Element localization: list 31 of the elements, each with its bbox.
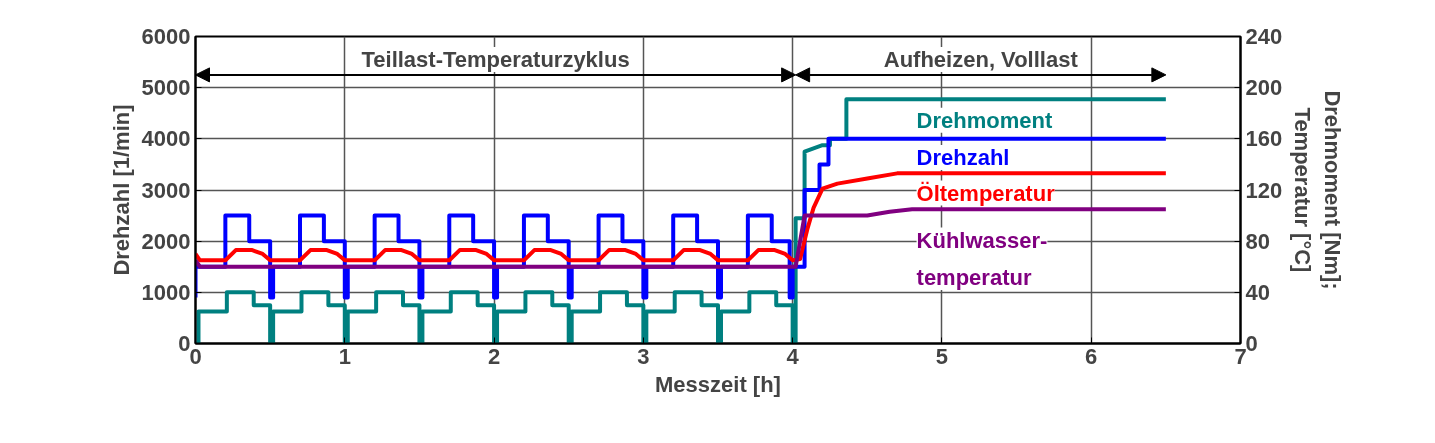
series-label: Drehzahl (916, 144, 1010, 170)
y2-axis-title: Drehmoment [Nm]; Temperatur [°C] (1290, 90, 1346, 290)
y-tick-label: 3000 (141, 177, 191, 203)
y2-tick-label: 240 (1245, 24, 1283, 49)
y2-tick-label: 80 (1245, 228, 1270, 254)
x-axis-title: Messzeit [h] (655, 371, 781, 397)
y-tick-label: 2000 (141, 228, 191, 254)
x-tick-label: 5 (935, 343, 949, 369)
y-axis-title: Drehzahl [1/min] (108, 104, 134, 276)
annotation: Teillast-Temperaturzyklus (361, 46, 630, 72)
series-label: Öltemperatur (916, 180, 1056, 206)
y2-tick-label: 120 (1245, 177, 1283, 203)
line-series (195, 207, 1168, 269)
x-tick-label: 1 (338, 343, 351, 369)
x-tick-label: 7 (1234, 343, 1247, 369)
y-tick-label: 1000 (141, 279, 191, 305)
y2-tick-label: 160 (1245, 126, 1283, 152)
line-series (195, 171, 1168, 263)
y2-tick-label: 40 (1245, 279, 1270, 305)
x-tick-label: 2 (487, 343, 501, 369)
x-tick-label: 3 (637, 343, 650, 369)
annotation: Aufheizen, Volllast (883, 46, 1079, 72)
y2-tick-label: 200 (1245, 75, 1283, 101)
y-tick-label: 4000 (141, 126, 191, 152)
series-label: Drehmoment (916, 107, 1053, 133)
line-series (195, 97, 1168, 344)
y-tick-label: 6000 (141, 24, 191, 49)
y-tick-label: 5000 (141, 75, 191, 101)
x-tick-label: 6 (1085, 343, 1098, 369)
series-label: Kühlwasser-temperatur (916, 227, 1048, 291)
x-tick-label: 4 (786, 343, 800, 369)
